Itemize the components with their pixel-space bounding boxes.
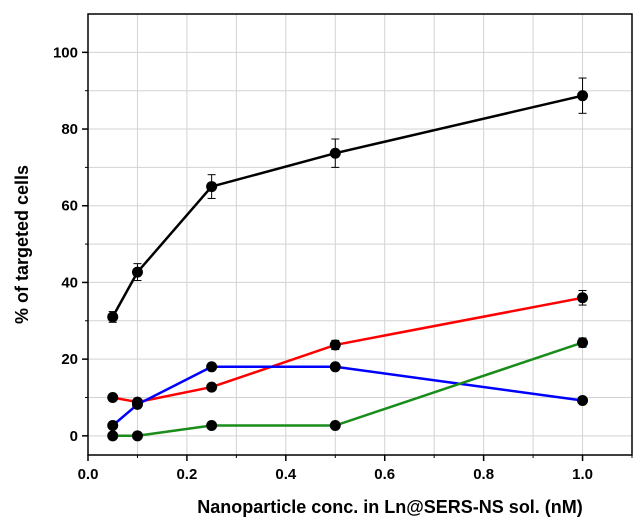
series-1: [107, 77, 589, 323]
data-point: [577, 292, 589, 304]
x-tick-label: 0.4: [275, 466, 297, 483]
series-line: [112, 341, 583, 438]
series-layer: [107, 77, 589, 442]
x-tick-label: 0.6: [374, 466, 395, 483]
data-point: [107, 311, 119, 323]
plot-frame: [87, 13, 633, 456]
series-2: [107, 289, 589, 408]
y-tick-label: 60: [61, 198, 78, 215]
data-point: [206, 419, 218, 431]
data-point: [206, 361, 218, 373]
data-point: [329, 147, 341, 159]
data-point: [107, 391, 119, 403]
series-3: [107, 361, 589, 431]
data-point: [107, 419, 119, 431]
x-tick-label: 0.2: [176, 466, 197, 483]
x-tick-label: 0.8: [473, 466, 494, 483]
series-4: [107, 337, 589, 442]
y-axis-ticks: 0 20 40 60 80 100: [53, 44, 88, 445]
data-point: [131, 430, 143, 442]
x-tick-label: 1.0: [572, 466, 593, 483]
x-tick-label: 0.0: [78, 466, 99, 483]
data-point: [206, 381, 218, 393]
data-point: [577, 337, 589, 349]
y-tick-label: 0: [70, 428, 78, 445]
y-tick-label: 20: [61, 351, 78, 368]
x-axis-ticks: 0.0 0.2 0.4 0.6 0.8 1.0: [78, 455, 633, 483]
y-tick-label: 40: [61, 274, 78, 291]
data-point: [329, 339, 341, 351]
data-point: [206, 181, 218, 193]
data-point: [329, 419, 341, 431]
y-tick-label: 100: [53, 44, 78, 61]
data-point: [131, 266, 143, 278]
y-tick-label: 80: [61, 121, 78, 138]
data-point: [577, 90, 589, 102]
series-line: [112, 296, 583, 404]
data-point: [131, 398, 143, 410]
data-point: [107, 430, 119, 442]
series-line: [111, 365, 583, 427]
data-point: [329, 361, 341, 373]
data-point: [577, 395, 589, 407]
y-axis-label: % of targeted cells: [12, 165, 32, 324]
x-axis-label: Nanoparticle conc. in Ln@SERS-NS sol. (n…: [197, 497, 583, 517]
